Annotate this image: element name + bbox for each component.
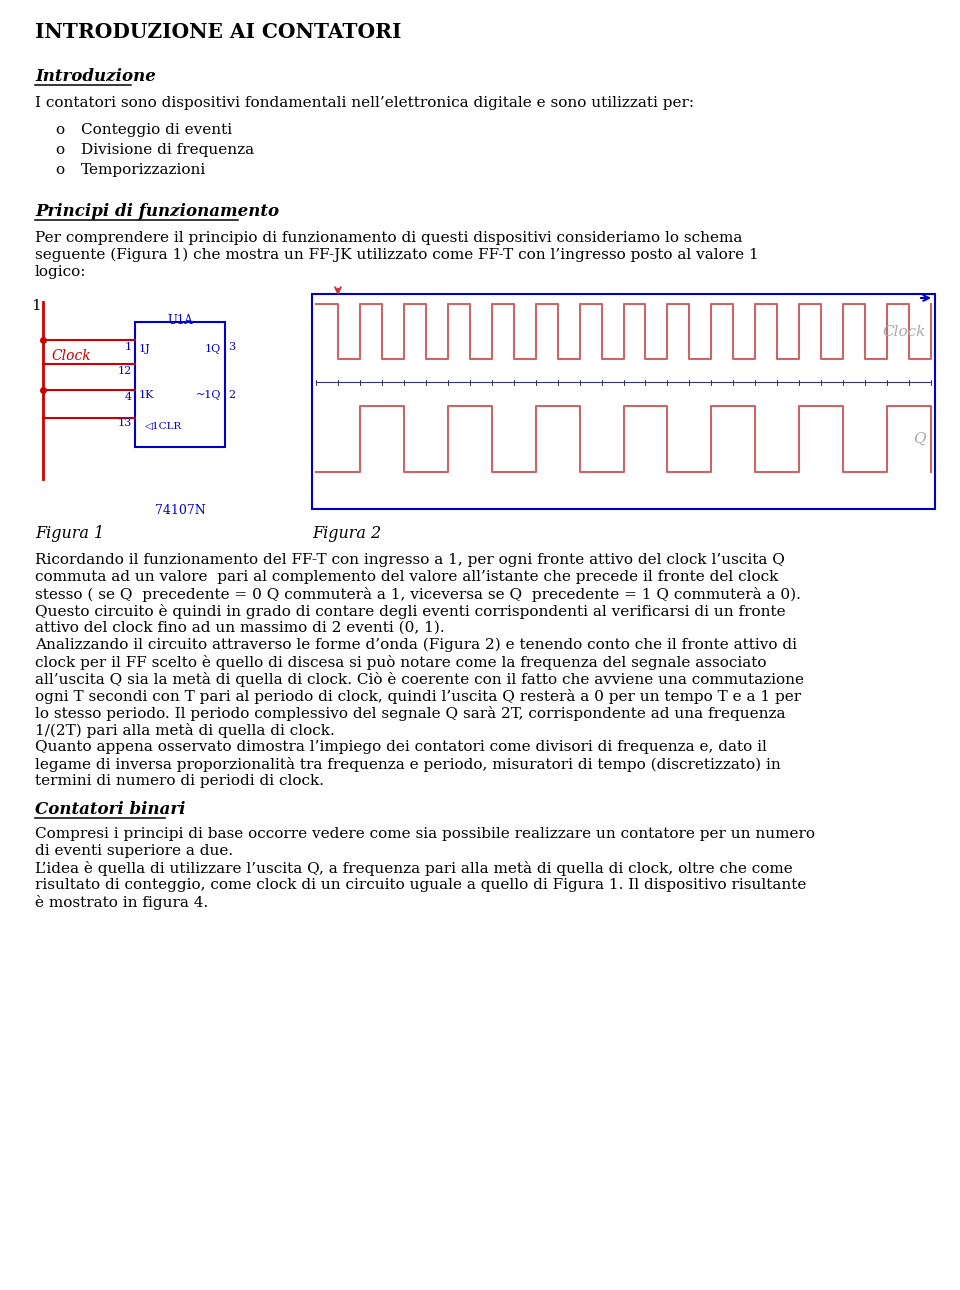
Text: o: o <box>55 123 64 137</box>
Text: 1/(2T) pari alla metà di quella di clock.: 1/(2T) pari alla metà di quella di clock… <box>35 722 335 738</box>
Text: ◁1CLR: ◁1CLR <box>145 422 182 431</box>
Text: lo stesso periodo. Il periodo complessivo del segnale Q sarà 2T, corrispondente : lo stesso periodo. Il periodo complessiv… <box>35 706 785 721</box>
Text: Quanto appena osservato dimostra l’impiego dei contatori come divisori di freque: Quanto appena osservato dimostra l’impie… <box>35 740 767 753</box>
Text: Q: Q <box>914 432 926 446</box>
Text: 1K: 1K <box>139 390 155 400</box>
Text: 1J: 1J <box>139 344 151 353</box>
Text: risultato di conteggio, come clock di un circuito uguale a quello di Figura 1. I: risultato di conteggio, come clock di un… <box>35 878 806 891</box>
Text: Analizzando il circuito attraverso le forme d’onda (Figura 2) e tenendo conto ch: Analizzando il circuito attraverso le fo… <box>35 639 797 653</box>
Text: 3: 3 <box>228 342 235 352</box>
Text: Contatori binari: Contatori binari <box>35 801 185 818</box>
Text: all’uscita Q sia la metà di quella di clock. Ciò è coerente con il fatto che avv: all’uscita Q sia la metà di quella di cl… <box>35 672 804 688</box>
Text: o: o <box>55 143 64 157</box>
Text: 1Q: 1Q <box>204 344 221 353</box>
Text: Clock: Clock <box>51 350 90 362</box>
Text: Per comprendere il principio di funzionamento di questi dispositivi consideriamo: Per comprendere il principio di funziona… <box>35 231 742 245</box>
Text: ~1Q: ~1Q <box>196 390 221 400</box>
Text: Temporizzazioni: Temporizzazioni <box>81 163 206 177</box>
Text: o: o <box>55 163 64 177</box>
Text: logico:: logico: <box>35 264 86 279</box>
Text: 4: 4 <box>125 392 132 402</box>
Text: ogni T secondi con T pari al periodo di clock, quindi l’uscita Q resterà a 0 per: ogni T secondi con T pari al periodo di … <box>35 689 802 704</box>
Text: Introduzione: Introduzione <box>35 68 156 85</box>
Text: Clock: Clock <box>882 325 926 338</box>
Text: 74107N: 74107N <box>155 504 205 517</box>
Text: 2: 2 <box>228 390 235 400</box>
Text: stesso ( se Q  precedente = 0 Q commuterà a 1, viceversa se Q  precedente = 1 Q : stesso ( se Q precedente = 0 Q commuterà… <box>35 587 801 602</box>
Text: Ricordando il funzionamento del FF-T con ingresso a 1, per ogni fronte attivo de: Ricordando il funzionamento del FF-T con… <box>35 553 785 568</box>
Text: Questo circuito è quindi in grado di contare degli eventi corrispondenti al veri: Questo circuito è quindi in grado di con… <box>35 604 785 619</box>
Text: Figura 1: Figura 1 <box>35 525 104 542</box>
Bar <box>312 294 935 510</box>
Text: 1: 1 <box>32 299 41 313</box>
Text: Conteggio di eventi: Conteggio di eventi <box>81 123 232 137</box>
Text: L’idea è quella di utilizzare l’uscita Q, a frequenza pari alla metà di quella d: L’idea è quella di utilizzare l’uscita Q… <box>35 860 793 876</box>
Text: attivo del clock fino ad un massimo di 2 eventi (0, 1).: attivo del clock fino ad un massimo di 2… <box>35 620 444 635</box>
Text: 13: 13 <box>118 418 132 428</box>
Text: seguente (Figura 1) che mostra un FF-JK utilizzato come FF-T con l’ingresso post: seguente (Figura 1) che mostra un FF-JK … <box>35 248 758 262</box>
Text: U1A: U1A <box>167 313 193 326</box>
Text: commuta ad un valore  pari al complemento del valore all’istante che precede il : commuta ad un valore pari al complemento… <box>35 570 779 584</box>
Text: INTRODUZIONE AI CONTATORI: INTRODUZIONE AI CONTATORI <box>35 22 401 43</box>
Bar <box>135 322 225 448</box>
Text: clock per il FF scelto è quello di discesa si può notare come la frequenza del s: clock per il FF scelto è quello di disce… <box>35 655 766 670</box>
Text: 1: 1 <box>125 342 132 352</box>
Text: di eventi superiore a due.: di eventi superiore a due. <box>35 844 233 858</box>
Text: è mostrato in figura 4.: è mostrato in figura 4. <box>35 895 208 909</box>
Text: termini di numero di periodi di clock.: termini di numero di periodi di clock. <box>35 774 324 788</box>
Text: Compresi i principi di base occorre vedere come sia possibile realizzare un cont: Compresi i principi di base occorre vede… <box>35 827 815 841</box>
Text: Principi di funzionamento: Principi di funzionamento <box>35 203 279 221</box>
Text: I contatori sono dispositivi fondamentali nell’elettronica digitale e sono utili: I contatori sono dispositivi fondamental… <box>35 95 694 110</box>
Text: 12: 12 <box>118 366 132 375</box>
Text: Figura 2: Figura 2 <box>312 525 381 542</box>
Text: Divisione di frequenza: Divisione di frequenza <box>81 143 254 157</box>
Text: legame di inversa proporzionalità tra frequenza e periodo, misuratori di tempo (: legame di inversa proporzionalità tra fr… <box>35 757 780 771</box>
